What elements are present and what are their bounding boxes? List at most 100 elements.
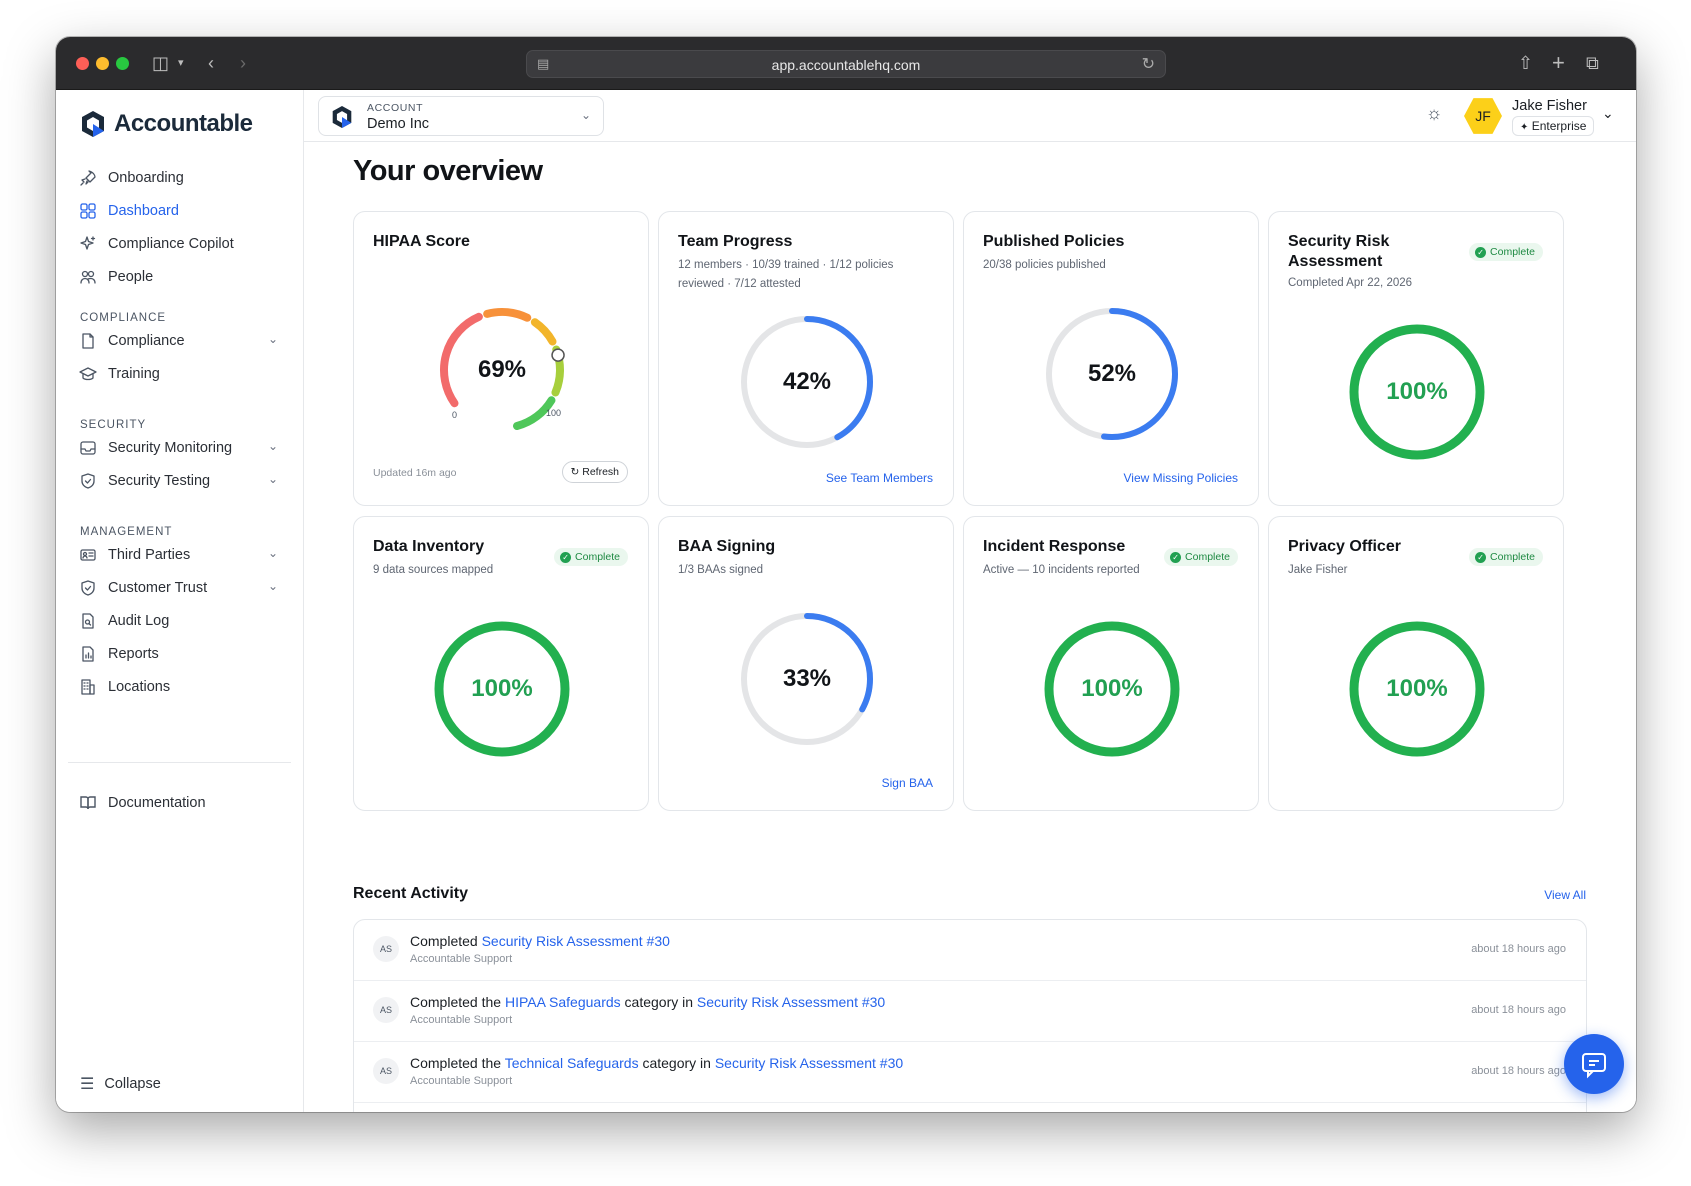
chevron-down-icon[interactable]: ⌄ xyxy=(267,546,278,560)
ring-progress-arc xyxy=(1046,308,1178,440)
account-logo-icon xyxy=(332,106,352,128)
activity-text: Completed Security Risk Assessment #30 xyxy=(410,933,670,949)
sidebar-item-third-parties[interactable]: Third Parties ⌄ xyxy=(78,542,288,568)
sidebar-item-security-testing[interactable]: Security Testing ⌄ xyxy=(78,468,288,494)
activity-link[interactable]: HIPAA Safeguards xyxy=(504,994,621,1010)
refresh-button[interactable]: ↻ Refresh xyxy=(561,461,628,483)
rocket-icon xyxy=(78,168,98,188)
address-bar[interactable]: ▤ app.accountablehq.com ↻ xyxy=(526,50,1166,78)
sidebar-item-label: Locations xyxy=(108,679,171,695)
document-icon xyxy=(78,331,98,351)
ring-value: 100% xyxy=(471,675,533,702)
ring-track xyxy=(1349,324,1485,460)
chevron-down-icon[interactable]: ⌄ xyxy=(267,439,278,453)
browser-titlebar: ◫ ▾ ‹ › ▤ app.accountablehq.com ↻ ⇧ + ⧉ xyxy=(56,37,1636,90)
activity-list: AS Completed Security Risk Assessment #30… xyxy=(353,919,1587,1112)
activity-link[interactable]: Technical Safeguards xyxy=(504,1055,639,1071)
card-action-link[interactable]: See Team Members xyxy=(825,471,933,485)
check-circle-icon: ✓ xyxy=(1475,246,1487,258)
updated-timestamp: Updated 16m ago xyxy=(373,467,457,479)
sidebar-item-label: People xyxy=(108,269,154,285)
gauge-segment xyxy=(513,396,556,430)
card-subtitle: 12 members · 10/39 trained · 1/12 polici… xyxy=(678,259,894,290)
activity-timestamp: about 18 hours ago xyxy=(1471,1065,1566,1077)
reload-icon[interactable]: ↻ xyxy=(1141,56,1155,73)
card-subtitle: 20/38 policies published xyxy=(983,259,1106,271)
privacy-officer-card[interactable]: Privacy Officer Jake Fisher ✓ Complete 100% xyxy=(1268,516,1564,811)
support-chat-button[interactable] xyxy=(1564,1034,1624,1094)
user-name[interactable]: Jake Fisher xyxy=(1512,98,1587,114)
chevron-down-icon[interactable]: ▾ xyxy=(178,57,184,69)
logo[interactable]: Accountable xyxy=(80,110,253,138)
activity-text-fragment: Completed xyxy=(410,933,482,949)
team-progress-card[interactable]: Team Progress 12 members · 10/39 trained … xyxy=(658,211,954,506)
top-header: ACCOUNT Demo Inc ⌄ ☼ JF Jake Fisher ✦ En… xyxy=(304,90,1636,142)
id-card-icon xyxy=(78,545,98,565)
security-risk-assessment-card[interactable]: Security Risk Assessment Completed Apr 22… xyxy=(1268,211,1564,506)
sidebar-item-locations[interactable]: Locations xyxy=(78,674,288,700)
activity-link[interactable]: Security Risk Assessment #30 xyxy=(714,1055,904,1071)
sidebar-toggle-icon[interactable]: ◫ xyxy=(152,53,170,73)
forward-icon[interactable]: › xyxy=(240,53,246,73)
zoom-window-button[interactable] xyxy=(116,57,129,70)
sidebar-item-label: Onboarding xyxy=(108,170,184,186)
new-tab-icon[interactable]: + xyxy=(1552,50,1565,75)
sidebar-item-people[interactable]: People xyxy=(78,264,288,290)
avatar[interactable]: JF xyxy=(1464,98,1502,134)
tab-overview-icon[interactable]: ⧉ xyxy=(1586,53,1599,73)
sidebar-item-label: Documentation xyxy=(108,795,206,811)
sidebar-item-onboarding[interactable]: Onboarding xyxy=(78,165,288,191)
account-selector[interactable]: ACCOUNT Demo Inc ⌄ xyxy=(318,96,604,136)
report-icon xyxy=(78,644,98,664)
sparkle-icon: ✦ xyxy=(1520,122,1529,133)
ring-track xyxy=(1349,621,1485,757)
back-icon[interactable]: ‹ xyxy=(208,53,214,73)
user-menu-chevron-icon[interactable]: ⌄ xyxy=(1602,105,1614,121)
sidebar-item-label: Compliance Copilot xyxy=(108,236,234,252)
baa-signing-card[interactable]: BAA Signing 1/3 BAAs signed 33% Sign BAA xyxy=(658,516,954,811)
gauge-max-label: 100 xyxy=(546,408,561,418)
progress-ring xyxy=(1046,308,1178,440)
gauge-segment xyxy=(483,308,532,322)
incident-response-card[interactable]: Incident Response Active — 10 incidents r… xyxy=(963,516,1259,811)
section-heading-security: SECURITY xyxy=(80,419,147,431)
published-policies-card[interactable]: Published Policies 20/38 policies publish… xyxy=(963,211,1259,506)
sidebar-item-training[interactable]: Training xyxy=(78,361,288,387)
chat-icon xyxy=(1582,1053,1606,1079)
status-badge: ✓ Complete xyxy=(554,548,628,566)
chevron-down-icon[interactable]: ⌄ xyxy=(267,332,278,346)
account-label: ACCOUNT xyxy=(367,102,424,114)
sidebar-item-customer-trust[interactable]: Customer Trust ⌄ xyxy=(78,575,288,601)
sidebar-item-label: Security Testing xyxy=(108,473,211,489)
sidebar-item-reports[interactable]: Reports xyxy=(78,641,288,667)
theme-toggle-sun-icon[interactable]: ☼ xyxy=(1425,103,1443,123)
browser-window: ◫ ▾ ‹ › ▤ app.accountablehq.com ↻ ⇧ + ⧉ … xyxy=(56,37,1636,1112)
sidebar-item-documentation[interactable]: Documentation xyxy=(78,790,288,816)
collapse-sidebar-button[interactable]: ☰ Collapse xyxy=(80,1074,161,1094)
sidebar-item-security-monitoring[interactable]: Security Monitoring ⌄ xyxy=(78,435,288,461)
chevron-down-icon[interactable]: ⌄ xyxy=(267,472,278,486)
hipaa-score-card[interactable]: HIPAA Score 0 100 69% Updated 16m ago ↻ Refre… xyxy=(353,211,649,506)
sidebar-item-compliance-copilot[interactable]: Compliance Copilot xyxy=(78,231,288,257)
sidebar-item-label: Reports xyxy=(108,646,159,662)
card-action-link[interactable]: View Missing Policies xyxy=(1123,471,1239,485)
status-badge-label: Complete xyxy=(575,551,620,563)
status-badge: ✓ Complete xyxy=(1469,243,1543,261)
share-icon[interactable]: ⇧ xyxy=(1518,53,1534,73)
close-window-button[interactable] xyxy=(76,57,89,70)
minimize-window-button[interactable] xyxy=(96,57,109,70)
activity-link[interactable]: Security Risk Assessment #30 xyxy=(696,994,886,1010)
chevron-down-icon[interactable]: ⌄ xyxy=(267,579,278,593)
data-inventory-card[interactable]: Data Inventory 9 data sources mapped ✓ Comp… xyxy=(353,516,649,811)
card-action-link[interactable]: Sign BAA xyxy=(881,776,933,790)
url-text: app.accountablehq.com xyxy=(771,57,921,73)
sidebar-item-dashboard[interactable]: Dashboard xyxy=(78,198,288,224)
sidebar-item-audit-log[interactable]: Audit Log xyxy=(78,608,288,634)
sidebar-item-compliance[interactable]: Compliance ⌄ xyxy=(78,328,288,354)
site-settings-icon[interactable]: ▤ xyxy=(537,56,550,71)
sidebar-item-label: Compliance xyxy=(108,333,185,349)
view-all-link[interactable]: View All xyxy=(1544,888,1586,902)
activity-timestamp: about 18 hours ago xyxy=(1471,1004,1566,1016)
activity-link[interactable]: Security Risk Assessment #30 xyxy=(481,933,670,949)
card-title: Incident Response xyxy=(983,538,1126,555)
